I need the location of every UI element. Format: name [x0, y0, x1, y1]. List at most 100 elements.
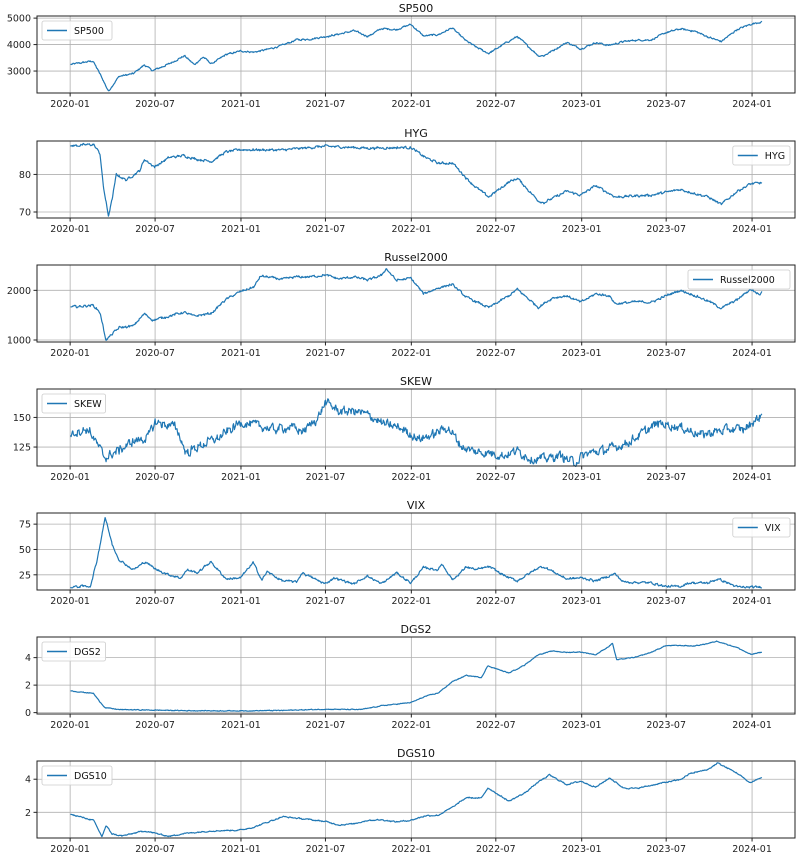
- x-tick-label: 2021-07: [306, 720, 346, 731]
- chart-title: VIX: [407, 499, 426, 512]
- x-tick-label: 2023-01: [562, 472, 602, 483]
- x-tick-label: 2024-01: [732, 348, 772, 359]
- x-tick-label: 2023-01: [562, 596, 602, 607]
- series-line-dgs10: [70, 762, 763, 838]
- legend-box: [732, 145, 791, 166]
- x-tick-label: 2023-07: [646, 596, 686, 607]
- x-tick-label: 2024-01: [732, 472, 772, 483]
- subplot-skew: SKEW 2020-01 2020-07 2021-01 2021-07 2022-01 2…: [13, 375, 796, 483]
- legend: SKEW: [41, 393, 106, 414]
- axes-frame: [36, 636, 796, 715]
- x-tick-label: 2022-07: [476, 472, 516, 483]
- y-tick-label: 125: [13, 443, 31, 454]
- subplot-dgs10: DGS10 2020-01 2020-07 2021-01 2021-07 2022-01…: [25, 747, 796, 855]
- series-line-russel2000: [70, 268, 763, 341]
- x-tick-label: 2022-07: [476, 348, 516, 359]
- legend-box: [41, 20, 113, 41]
- chart-title: DGS10: [397, 747, 435, 760]
- x-tick-label: 2022-07: [476, 99, 516, 110]
- x-tick-label: 2022-01: [391, 596, 431, 607]
- y-tick-label: 4000: [7, 40, 31, 51]
- y-tick-label: 4: [25, 653, 31, 664]
- y-tick-label: 70: [19, 207, 31, 218]
- legend-label: SP500: [74, 26, 104, 37]
- legend-box: [687, 269, 791, 290]
- y-tick-label: 2: [25, 681, 31, 692]
- subplot-russel2000: Russel2000 2020-01 2020-07 2021-01 2021-07 20…: [7, 251, 796, 359]
- legend: SP500: [41, 20, 113, 41]
- series-line-hyg: [70, 142, 763, 217]
- x-tick-label: 2024-01: [732, 844, 772, 855]
- x-tick-label: 2020-07: [135, 596, 175, 607]
- x-tick-label: 2024-01: [732, 596, 772, 607]
- x-tick-label: 2020-01: [50, 720, 90, 731]
- x-tick-label: 2021-07: [306, 844, 346, 855]
- x-tick-label: 2023-01: [562, 720, 602, 731]
- axes-frame: [36, 388, 796, 467]
- axes-frame: [36, 512, 796, 591]
- legend-label: HYG: [765, 151, 785, 162]
- x-tick-label: 2023-01: [562, 99, 602, 110]
- y-tick-label: 1000: [7, 336, 31, 347]
- y-tick-label: 5000: [7, 14, 31, 25]
- x-tick-label: 2021-07: [306, 224, 346, 235]
- x-tick-label: 2024-01: [732, 224, 772, 235]
- x-tick-label: 2021-01: [221, 472, 261, 483]
- x-tick-label: 2023-07: [646, 844, 686, 855]
- legend: VIX: [732, 517, 791, 538]
- legend-box: [41, 393, 106, 414]
- x-tick-label: 2023-01: [562, 224, 602, 235]
- x-tick-label: 2020-01: [50, 844, 90, 855]
- legend: HYG: [732, 145, 791, 166]
- axes-frame: [36, 760, 796, 839]
- legend-box: [41, 765, 113, 786]
- legend: Russel2000: [687, 269, 791, 290]
- x-tick-label: 2020-01: [50, 224, 90, 235]
- y-tick-label: 75: [19, 520, 31, 531]
- x-tick-label: 2023-07: [646, 472, 686, 483]
- x-tick-label: 2020-07: [135, 844, 175, 855]
- series-line-sp500: [70, 20, 763, 92]
- chart-title: SKEW: [400, 375, 432, 388]
- x-tick-label: 2021-01: [221, 348, 261, 359]
- y-tick-label: 25: [19, 570, 31, 581]
- x-tick-label: 2021-07: [306, 348, 346, 359]
- x-tick-label: 2022-01: [391, 472, 431, 483]
- x-tick-label: 2020-01: [50, 596, 90, 607]
- y-tick-label: 2000: [7, 286, 31, 297]
- x-tick-label: 2021-01: [221, 844, 261, 855]
- x-tick-label: 2020-07: [135, 348, 175, 359]
- x-tick-label: 2020-07: [135, 720, 175, 731]
- legend-box: [41, 641, 106, 662]
- axes-frame: [36, 264, 796, 343]
- x-tick-label: 2020-01: [50, 99, 90, 110]
- x-tick-label: 2020-07: [135, 99, 175, 110]
- x-tick-label: 2021-07: [306, 472, 346, 483]
- axes-frame: [36, 15, 796, 94]
- subplot-vix: VIX 2020-01 2020-07 2021-01 2021-07 2022-01 20…: [19, 499, 796, 607]
- legend-label: DGS10: [74, 771, 107, 782]
- x-tick-label: 2022-01: [391, 99, 431, 110]
- x-tick-label: 2023-07: [646, 720, 686, 731]
- x-tick-label: 2022-01: [391, 720, 431, 731]
- subplot-dgs2: DGS2 2020-01 2020-07 2021-01 2021-07 2022-01 2…: [25, 623, 796, 731]
- x-tick-label: 2020-07: [135, 224, 175, 235]
- x-tick-label: 2022-07: [476, 596, 516, 607]
- legend-label: SKEW: [74, 399, 102, 410]
- x-tick-label: 2022-07: [476, 844, 516, 855]
- chart-title: DGS2: [401, 623, 432, 636]
- x-tick-label: 2021-01: [221, 99, 261, 110]
- y-tick-label: 150: [13, 413, 31, 424]
- axes-frame: [36, 140, 796, 219]
- x-tick-label: 2020-07: [135, 472, 175, 483]
- x-tick-label: 2024-01: [732, 720, 772, 731]
- x-tick-label: 2023-07: [646, 99, 686, 110]
- y-tick-label: 4: [25, 775, 31, 786]
- x-tick-label: 2020-01: [50, 348, 90, 359]
- x-tick-label: 2022-07: [476, 224, 516, 235]
- y-tick-label: 80: [19, 170, 31, 181]
- subplot-hyg: HYG 2020-01 2020-07 2021-01 2021-07 2022-01 20…: [19, 127, 796, 235]
- x-tick-label: 2020-01: [50, 472, 90, 483]
- series-line-dgs2: [70, 640, 762, 712]
- x-tick-label: 2022-01: [391, 348, 431, 359]
